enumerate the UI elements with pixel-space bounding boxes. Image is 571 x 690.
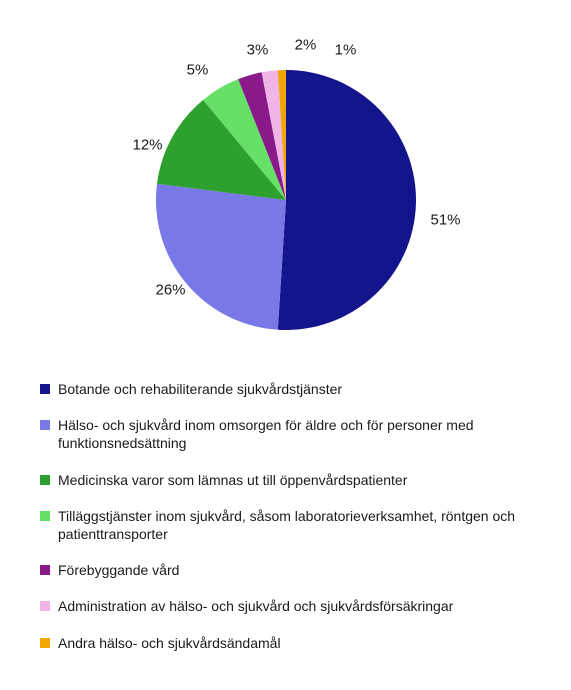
- legend-item-2: Medicinska varor som lämnas ut till öppe…: [40, 471, 531, 489]
- legend-item-3: Tilläggstjänster inom sjukvård, såsom la…: [40, 507, 531, 543]
- legend: Botande och rehabiliterande sjukvårdstjä…: [30, 380, 541, 652]
- legend-label-0: Botande och rehabiliterande sjukvårdstjä…: [58, 380, 531, 398]
- legend-marker-3: [40, 511, 50, 521]
- pct-label-2: 12%: [132, 137, 162, 154]
- pct-label-0: 51%: [430, 212, 460, 229]
- legend-marker-2: [40, 475, 50, 485]
- legend-marker-5: [40, 601, 50, 611]
- legend-item-4: Förebyggande vård: [40, 561, 531, 579]
- legend-item-0: Botande och rehabiliterande sjukvårdstjä…: [40, 380, 531, 398]
- pct-label-6: 1%: [335, 42, 357, 59]
- pct-label-5: 2%: [295, 37, 317, 54]
- legend-label-2: Medicinska varor som lämnas ut till öppe…: [58, 471, 531, 489]
- pct-label-3: 5%: [187, 62, 209, 79]
- legend-item-5: Administration av hälso- och sjukvård oc…: [40, 597, 531, 615]
- pie-slice-1: [155, 184, 285, 330]
- pie-svg: [106, 20, 466, 360]
- pie-chart-container: { "chart": { "type": "pie", "background_…: [0, 0, 571, 690]
- legend-label-3: Tilläggstjänster inom sjukvård, såsom la…: [58, 507, 531, 543]
- legend-label-1: Hälso- och sjukvård inom omsorgen för äl…: [58, 416, 531, 452]
- legend-item-6: Andra hälso- och sjukvårdsändamål: [40, 634, 531, 652]
- legend-label-5: Administration av hälso- och sjukvård oc…: [58, 597, 531, 615]
- pct-label-4: 3%: [247, 42, 269, 59]
- pie-chart: 51% 26% 12% 5% 3% 2% 1%: [106, 20, 466, 360]
- legend-marker-6: [40, 638, 50, 648]
- legend-item-1: Hälso- och sjukvård inom omsorgen för äl…: [40, 416, 531, 452]
- legend-marker-1: [40, 420, 50, 430]
- pie-slice-0: [277, 70, 415, 330]
- legend-label-4: Förebyggande vård: [58, 561, 531, 579]
- legend-marker-4: [40, 565, 50, 575]
- legend-label-6: Andra hälso- och sjukvårdsändamål: [58, 634, 531, 652]
- legend-marker-0: [40, 384, 50, 394]
- pct-label-1: 26%: [155, 282, 185, 299]
